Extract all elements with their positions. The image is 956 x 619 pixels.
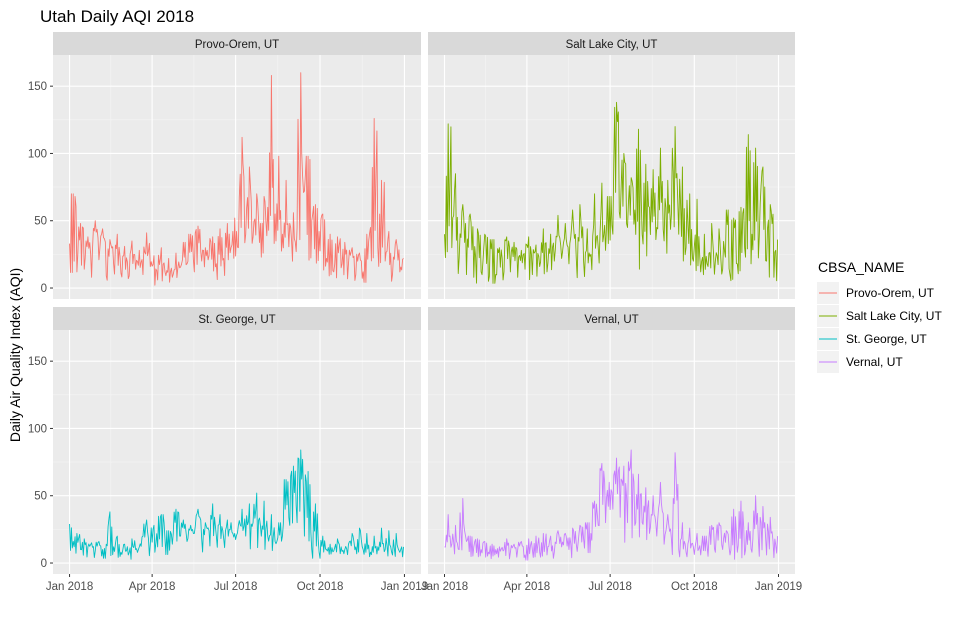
x-tick-label: Oct 2018	[671, 581, 718, 593]
legend-title: CBSA_NAME	[818, 259, 904, 275]
chart-title: Utah Daily AQI 2018	[40, 7, 194, 26]
legend-label: Salt Lake City, UT	[846, 309, 942, 323]
series-line	[69, 449, 404, 560]
facet-strip	[53, 32, 421, 55]
legend: CBSA_NAME Provo-Orem, UT Salt Lake City, …	[817, 259, 942, 373]
legend-label: St. George, UT	[846, 332, 927, 346]
series-line	[444, 449, 779, 561]
x-tick-label: Apr 2018	[129, 581, 176, 593]
y-tick-label: 50	[34, 491, 47, 503]
legend-label: Vernal, UT	[846, 355, 903, 369]
series-line	[69, 72, 404, 286]
x-tick-label: Jul 2018	[214, 581, 257, 593]
facet-strip	[428, 307, 795, 330]
legend-label: Provo-Orem, UT	[846, 286, 935, 300]
facet-panel: Provo-Orem, UT 0 50 100 150	[28, 32, 421, 299]
facet-panel: Vernal, UT Jan 2018 Apr 2018 Jul 2018 Oct 20…	[421, 307, 802, 593]
x-tick-label: Apr 2018	[504, 581, 551, 593]
y-axis-label: Daily Air Quality Index (AQI)	[7, 268, 23, 442]
y-tick-label: 100	[28, 148, 47, 160]
y-tick-label: 150	[28, 81, 47, 93]
x-tick-label: Jan 2018	[421, 581, 468, 593]
facet-strip-label: Salt Lake City, UT	[566, 39, 658, 51]
facet-strip	[53, 307, 421, 330]
facet-strip	[428, 32, 795, 55]
series-line	[444, 101, 779, 284]
x-tick-label: Jan 2019	[381, 581, 428, 593]
facet-panels: Provo-Orem, UT 0 50 100 150 Salt Lake City, U…	[28, 32, 802, 593]
y-tick-label: 0	[41, 558, 47, 570]
panel-background	[53, 55, 421, 299]
x-tick-label: Jul 2018	[588, 581, 631, 593]
panel-background	[53, 330, 421, 574]
y-tick-label: 150	[28, 356, 47, 368]
x-tick-label: Jan 2018	[46, 581, 93, 593]
y-tick-label: 50	[34, 216, 47, 228]
facet-strip-label: Vernal, UT	[584, 314, 638, 326]
x-tick-label: Oct 2018	[297, 581, 344, 593]
facet-panel: Salt Lake City, UT	[428, 32, 795, 299]
panel-background	[428, 55, 795, 299]
facet-strip-label: St. George, UT	[198, 314, 275, 326]
legend-items: Provo-Orem, UT Salt Lake City, UT St. Geor…	[817, 282, 942, 373]
x-tick-label: Jan 2019	[755, 581, 802, 593]
y-tick-label: 100	[28, 423, 47, 435]
y-tick-label: 0	[41, 283, 47, 295]
facet-strip-label: Provo-Orem, UT	[195, 39, 279, 51]
facet-panel: St. George, UT 0 50 100 150 Jan 2018 Apr 2018 J…	[28, 307, 428, 593]
